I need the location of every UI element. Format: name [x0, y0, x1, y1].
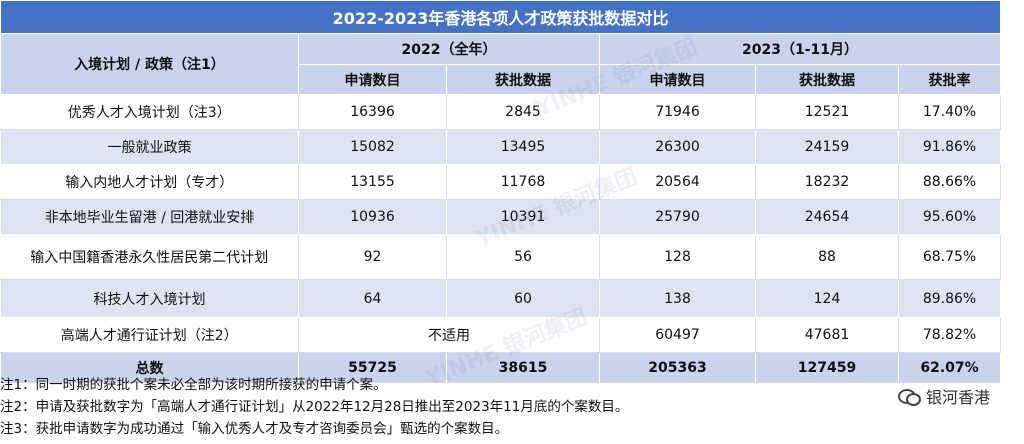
approvals-2023: 24654 [755, 199, 899, 235]
approval-rate: 89.86% [897, 279, 1002, 318]
applications-2023: 138 [599, 279, 756, 318]
approvals-2022: 60 [446, 279, 600, 318]
header-applications-2022: 申请数目 [298, 64, 447, 95]
approvals-2022: 11768 [446, 164, 600, 200]
header-2023: 2023（1-11月） [598, 33, 1002, 65]
total-applications-2022: 55725 [298, 352, 447, 384]
total-approval-rate: 62.07% [897, 352, 1002, 384]
approvals-2022: 13495 [446, 129, 600, 165]
table-row: 一般就业政策 15082 13495 26300 24159 91.86% [0, 129, 1002, 165]
applications-2023: 20564 [599, 164, 756, 200]
approval-rate: 95.60% [897, 199, 1002, 235]
applications-2022: 64 [298, 279, 447, 318]
approval-rate: 17.40% [898, 94, 1002, 130]
table-title: 2022-2023年香港各项人才政策获批数据对比 [0, 0, 1002, 34]
header-approvals-2022: 获批数据 [446, 64, 600, 95]
applications-2023: 60497 [599, 317, 756, 353]
applications-2023: 71946 [599, 94, 756, 130]
applications-2023: 128 [599, 234, 756, 280]
policy-name: 优秀人才入境计划（注3） [0, 94, 299, 130]
header-row-1: 入境计划 / 政策（注1） 2022（全年） 2023（1-11月） [0, 33, 1002, 95]
total-label: 总数 [0, 352, 299, 384]
approvals-2023: 124 [755, 279, 899, 318]
note-2: 注2：申请及获批数字为「高端人才通行证计划」从2022年12月28日推出至202… [0, 399, 629, 415]
approvals-2022: 56 [446, 234, 600, 280]
policy-name: 一般就业政策 [0, 129, 299, 165]
header-row-2: 申请数目 获批数据 申请数目 获批数据 获批率 [1, 64, 1002, 95]
notes: 注1：同一时期的获批个案未必全部为该时期所接获的申请个案。 注2：申请及获批数字… [0, 374, 1000, 440]
total-applications-2023: 205363 [599, 352, 756, 384]
applications-2022: 92 [298, 234, 447, 280]
title-row: 2022-2023年香港各项人才政策获批数据对比 [0, 0, 1002, 34]
approval-rate: 68.75% [898, 234, 1002, 280]
policy-name: 非本地毕业生留港 / 回港就业安排 [0, 199, 299, 235]
header-approval-rate: 获批率 [897, 64, 1002, 95]
header-2022: 2022（全年） [298, 33, 600, 65]
applications-2022: 10936 [298, 199, 447, 235]
header-policy: 入境计划 / 政策（注1） [0, 33, 299, 95]
table-row: 输入中国籍香港永久性居民第二代计划 92 56 128 88 68.75% [0, 234, 1002, 280]
approval-rate: 91.86% [897, 129, 1002, 165]
note-1: 注1：同一时期的获批个案未必全部为该时期所接获的申请个案。 [0, 377, 387, 393]
approvals-2023: 24159 [755, 129, 899, 165]
header-approvals-2023: 获批数据 [755, 64, 899, 95]
not-applicable-cell: 不适用 [298, 317, 600, 353]
approvals-2023: 12521 [755, 94, 899, 130]
policy-name: 输入内地人才计划（专才） [0, 164, 299, 200]
policy-name: 输入中国籍香港永久性居民第二代计划 [0, 234, 299, 280]
applications-2023: 25790 [599, 199, 756, 235]
applications-2022: 13155 [298, 164, 447, 200]
applications-2022: 16396 [298, 94, 447, 130]
table-row: 高端人才通行证计划（注2） 不适用 60497 47681 78.82% [0, 317, 1002, 353]
brand-mark: 银河香港 [897, 384, 990, 408]
note-3: 注3：获批申请数字为成功通过「输入优秀人才及专才咨询委员会」甄选的个案数目。 [0, 421, 509, 437]
header-applications-2023: 申请数目 [599, 64, 756, 95]
approvals-2023: 88 [755, 234, 899, 280]
policy-name: 高端人才通行证计划（注2） [0, 317, 299, 353]
table-row: 非本地毕业生留港 / 回港就业安排 10936 10391 25790 2465… [0, 199, 1002, 235]
applications-2022: 15082 [298, 129, 447, 165]
wechat-icon [897, 387, 921, 406]
table-row: 科技人才入境计划 64 60 138 124 89.86% [0, 279, 1002, 318]
total-approvals-2022: 38615 [446, 352, 600, 384]
total-row: 总数 55725 38615 205363 127459 62.07% [0, 352, 1002, 384]
policy-table: 2022-2023年香港各项人才政策获批数据对比 入境计划 / 政策（注1） 2… [0, 0, 1002, 384]
approvals-2022: 2845 [446, 94, 600, 130]
applications-2023: 26300 [599, 129, 756, 165]
policy-name: 科技人才入境计划 [0, 279, 299, 318]
approvals-2022: 10391 [446, 199, 600, 235]
table-row: 优秀人才入境计划（注3） 16396 2845 71946 12521 17.4… [0, 94, 1002, 130]
approval-rate: 88.66% [898, 164, 1002, 200]
total-approvals-2023: 127459 [755, 352, 899, 384]
approvals-2023: 18232 [755, 164, 899, 200]
approval-rate: 78.82% [898, 317, 1002, 353]
brand-label: 银河香港 [925, 388, 990, 407]
table-row: 输入内地人才计划（专才） 13155 11768 20564 18232 88.… [0, 164, 1002, 200]
approvals-2023: 47681 [755, 317, 899, 353]
